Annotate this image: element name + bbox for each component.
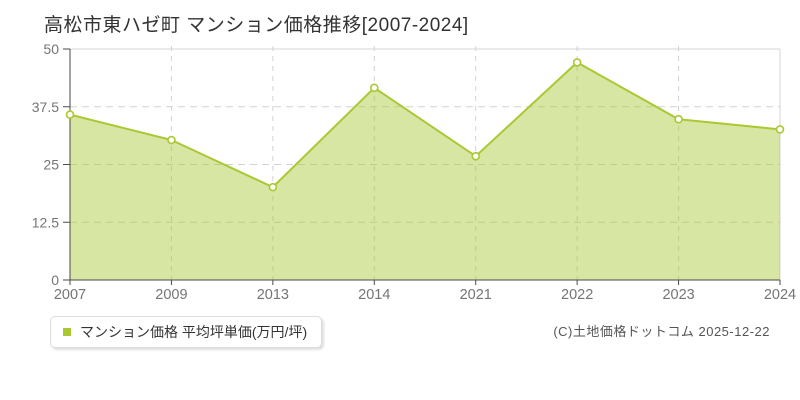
x-tick-label: 2022 [561,287,593,303]
data-point [369,83,379,93]
legend: マンション価格 平均坪単価(万円/坪) [50,316,323,348]
x-tick-label: 2007 [54,287,86,303]
data-point [775,125,785,134]
y-tick-label: 12.5 [32,214,59,230]
price-trend-chart: 0 12.5 25 37.5 50 2007 2009 2013 2014 2021 2022 202… [32,41,796,303]
data-point [674,114,683,124]
x-tick-label: 2009 [155,287,187,303]
trend-line [69,61,781,189]
y-tick-label: 25 [43,157,59,173]
x-tick-label: 2024 [764,287,796,303]
y-tick-label: 37.5 [32,99,59,115]
y-tick-label: 0 [51,272,59,288]
data-point [65,110,75,119]
data-point [471,151,481,161]
copyright-text: (C)土地価格ドットコム 2025-12-22 [553,324,770,339]
x-tick-label: 2014 [358,287,390,303]
page-title: 高松市東ハゼ町 マンション価格推移[2007-2024] [44,15,469,36]
data-point [167,135,176,145]
legend-label: マンション価格 平均坪単価(万円/坪) [80,324,308,340]
y-tick-label: 50 [43,41,59,57]
legend-marker-icon [63,328,71,336]
area-fill [70,62,780,281]
data-point [572,58,582,67]
data-point [268,182,278,192]
x-tick-label: 2023 [662,287,694,303]
x-tick-label: 2021 [460,287,492,303]
x-tick-label: 2013 [257,287,289,303]
